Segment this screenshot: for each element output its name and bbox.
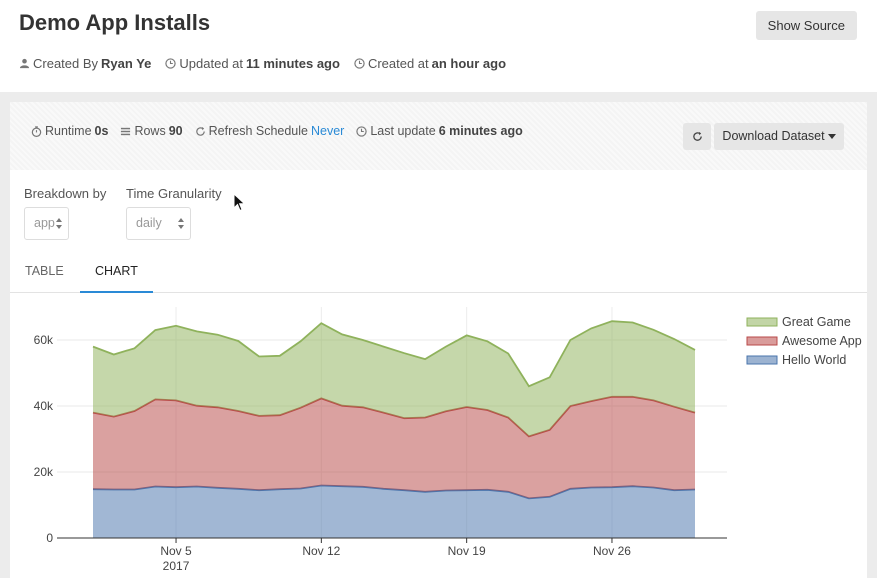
granularity-value: daily <box>136 216 162 230</box>
stopwatch-icon <box>31 125 42 137</box>
runtime-stat: Runtime 0s <box>31 124 108 138</box>
refresh-schedule-link[interactable]: Never <box>311 124 345 138</box>
x-tick-label: Nov 19 <box>448 544 486 558</box>
refresh-icon <box>195 126 205 136</box>
breakdown-label: Breakdown by <box>24 186 107 201</box>
area-awesome-app <box>93 396 695 499</box>
clock-icon <box>354 58 365 69</box>
y-tick-label: 20k <box>34 465 54 479</box>
mouse-cursor-icon <box>233 193 246 212</box>
show-source-button[interactable]: Show Source <box>755 11 857 40</box>
visualization-panel: Runtime 0s Rows 90 Refresh Schedule Neve… <box>10 102 867 578</box>
line-great-game <box>92 320 696 388</box>
y-tick-label: 40k <box>34 399 54 413</box>
updated-label: Updated at <box>179 56 244 71</box>
tab-table[interactable]: TABLE <box>25 264 64 278</box>
granularity-select[interactable]: daily <box>126 207 191 240</box>
created-by: Created By Ryan Ye <box>19 56 151 71</box>
last-update-value: 6 minutes ago <box>438 124 523 138</box>
visualization-shell: Runtime 0s Rows 90 Refresh Schedule Neve… <box>0 92 877 578</box>
view-tabs: TABLE CHART <box>10 255 867 293</box>
created-by-label: Created By <box>33 56 99 71</box>
download-dataset-button[interactable]: Download Dataset <box>714 123 844 150</box>
created-label: Created at <box>367 56 429 71</box>
updated-at: Updated at 11 minutes ago <box>165 56 340 71</box>
created-at: Created at an hour ago <box>354 56 506 71</box>
runtime-value: 0s <box>94 124 109 138</box>
x-year-label: 2017 <box>163 559 190 573</box>
created-value: an hour ago <box>431 56 507 71</box>
download-dataset-label: Download Dataset <box>722 129 825 143</box>
refresh-stat: Refresh Schedule Never <box>195 124 345 138</box>
granularity-label: Time Granularity <box>126 186 222 201</box>
refresh-icon <box>692 131 702 141</box>
page-header: Demo App Installs Show Source Created By… <box>0 0 877 92</box>
rows-label: Rows <box>134 124 166 138</box>
y-tick-label: 60k <box>34 333 54 347</box>
updated-value: 11 minutes ago <box>246 56 340 71</box>
tab-chart[interactable]: CHART <box>80 255 153 293</box>
y-tick-label: 0 <box>46 531 53 545</box>
area-hello-world <box>93 485 695 538</box>
rows-value: 90 <box>168 124 183 138</box>
breakdown-select[interactable]: app <box>24 207 69 240</box>
clock-icon <box>165 58 177 69</box>
x-tick-label: Nov 12 <box>302 544 340 558</box>
list-icon <box>121 127 131 135</box>
last-update-stat: Last update 6 minutes ago <box>356 124 523 138</box>
clock-icon <box>356 125 368 137</box>
query-stats-bar: Runtime 0s Rows 90 Refresh Schedule Neve… <box>10 102 867 170</box>
x-tick-label: Nov 26 <box>593 544 631 558</box>
select-arrows-icon <box>178 218 184 230</box>
area-great-game <box>93 321 695 437</box>
refresh-button[interactable] <box>683 123 711 150</box>
created-by-value[interactable]: Ryan Ye <box>101 56 152 71</box>
page-title: Demo App Installs <box>19 10 211 35</box>
last-update-label: Last update <box>370 124 436 138</box>
query-meta: Created By Ryan Ye Updated at 11 minutes… <box>19 56 506 71</box>
x-tick-label: Nov 5 <box>160 544 192 558</box>
legend-label: Awesome App <box>782 334 862 348</box>
runtime-label: Runtime <box>45 124 92 138</box>
user-icon <box>19 58 30 69</box>
stacked-area-chart: 0 20k 40k 60k Nov 5 Nov 12 Nov 19 Nov 26 2017 Gre… <box>34 307 862 573</box>
refresh-label: Refresh Schedule <box>208 124 308 138</box>
line-awesome-app <box>92 395 696 438</box>
select-arrows-icon <box>56 218 62 230</box>
legend-swatch <box>746 336 778 346</box>
rows-stat: Rows 90 <box>120 124 183 138</box>
legend-swatch <box>746 355 778 365</box>
legend-label: Great Game <box>782 315 851 329</box>
caret-down-icon <box>827 134 836 140</box>
query-stats: Runtime 0s Rows 90 Refresh Schedule Neve… <box>31 124 523 138</box>
legend-swatch <box>746 317 778 327</box>
breakdown-value: app <box>34 216 55 230</box>
legend-label: Hello World <box>782 353 846 367</box>
